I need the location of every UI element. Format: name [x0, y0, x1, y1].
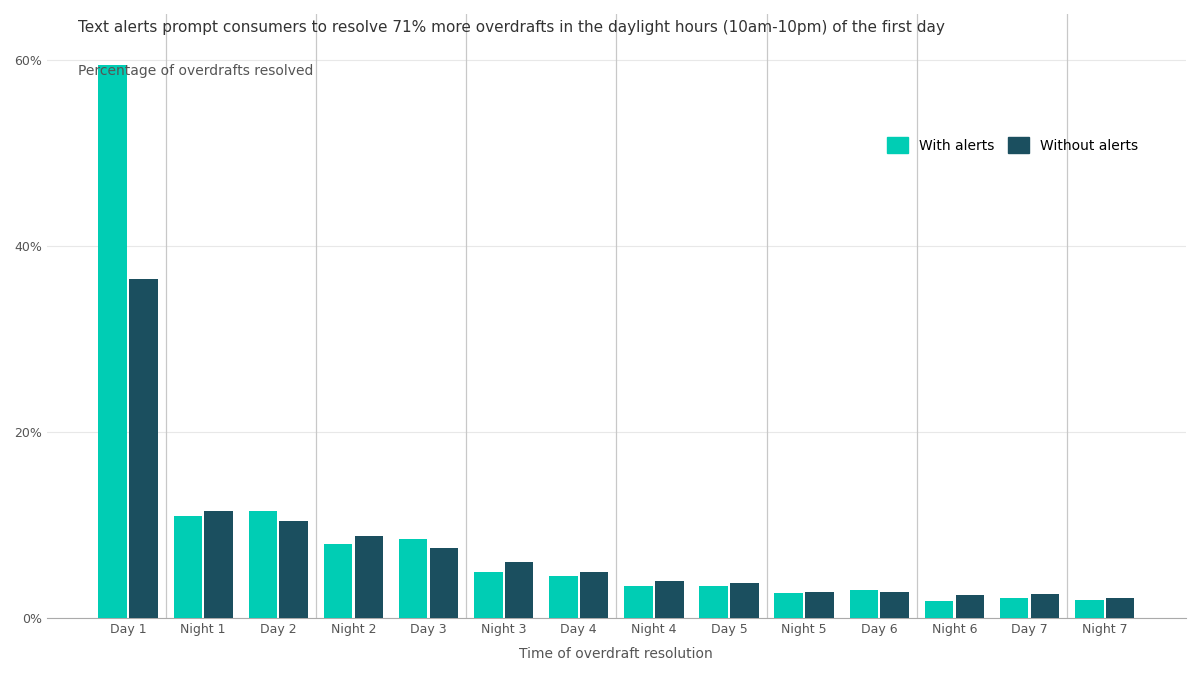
- Bar: [1031, 594, 1060, 618]
- Bar: [248, 511, 277, 618]
- Bar: [174, 516, 202, 618]
- Bar: [474, 572, 503, 618]
- Bar: [580, 572, 608, 618]
- Bar: [850, 590, 878, 618]
- Bar: [881, 592, 908, 618]
- Bar: [398, 539, 427, 618]
- Bar: [324, 544, 353, 618]
- Bar: [430, 548, 458, 618]
- Bar: [280, 520, 308, 618]
- Bar: [354, 537, 383, 618]
- Bar: [925, 601, 953, 618]
- Bar: [730, 583, 758, 618]
- Legend: With alerts, Without alerts: With alerts, Without alerts: [880, 130, 1145, 161]
- Bar: [955, 595, 984, 618]
- Bar: [550, 576, 577, 618]
- Bar: [805, 592, 834, 618]
- Bar: [204, 511, 233, 618]
- Bar: [655, 581, 684, 618]
- Bar: [98, 65, 127, 618]
- Bar: [1000, 597, 1028, 618]
- Text: Text alerts prompt consumers to resolve 71% more overdrafts in the daylight hour: Text alerts prompt consumers to resolve …: [78, 20, 944, 35]
- Bar: [1105, 597, 1134, 618]
- Bar: [774, 593, 803, 618]
- Bar: [700, 586, 728, 618]
- X-axis label: Time of overdraft resolution: Time of overdraft resolution: [520, 647, 713, 661]
- Bar: [624, 586, 653, 618]
- Text: Percentage of overdrafts resolved: Percentage of overdrafts resolved: [78, 64, 313, 78]
- Bar: [130, 279, 157, 618]
- Bar: [1075, 599, 1104, 618]
- Bar: [505, 562, 533, 618]
